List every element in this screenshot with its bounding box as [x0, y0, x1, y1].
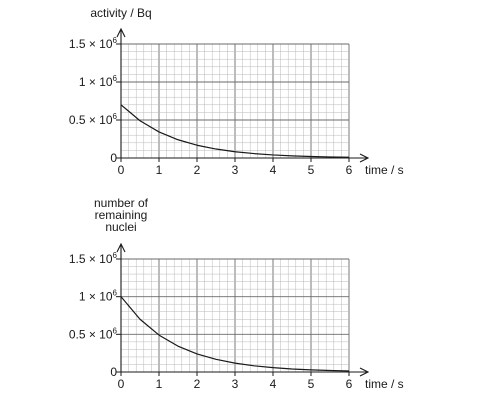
- x-tick-label: 5: [308, 163, 315, 177]
- y-tick-mantissa: 0.5 × 10: [69, 327, 113, 341]
- x-tick-label: 6: [346, 163, 353, 177]
- x-axis-label: time / s: [365, 163, 404, 177]
- x-axis-label: time / s: [365, 377, 404, 391]
- y-axis-label: number of: [94, 196, 149, 210]
- y-tick-mantissa: 0: [110, 151, 117, 165]
- x-axis-arrow: [359, 367, 370, 377]
- x-tick-label: 2: [194, 377, 201, 391]
- y-tick-mantissa: 1.5 × 10: [69, 252, 113, 266]
- x-tick-label: 1: [156, 377, 163, 391]
- y-axis-label: activity / Bq: [90, 6, 151, 20]
- y-tick-label: 1.5 × 106: [69, 251, 118, 266]
- x-axis-arrow: [359, 153, 370, 163]
- x-tick-label: 6: [346, 377, 353, 391]
- x-tick-label: 0: [118, 163, 125, 177]
- y-tick-label: 1 × 106: [79, 74, 118, 89]
- grid: [120, 258, 350, 373]
- y-tick-label: 0: [110, 151, 117, 165]
- x-tick-label: 0: [118, 377, 125, 391]
- y-tick-exponent: 6: [113, 36, 118, 45]
- x-tick-label: 4: [270, 377, 277, 391]
- y-tick-label: 0: [110, 365, 117, 379]
- x-tick-label: 3: [232, 377, 239, 391]
- decay-curve: [120, 296, 350, 372]
- y-axis-arrow: [116, 27, 126, 38]
- y-tick-label: 1 × 106: [79, 289, 118, 304]
- y-tick-exponent: 6: [113, 326, 118, 335]
- y-tick-exponent: 6: [113, 251, 118, 260]
- x-tick-label: 3: [232, 163, 239, 177]
- y-tick-mantissa: 1.5 × 10: [69, 37, 113, 51]
- y-tick-mantissa: 0.5 × 10: [69, 113, 113, 127]
- x-tick-label: 2: [194, 163, 201, 177]
- y-tick-exponent: 6: [113, 289, 118, 298]
- y-tick-mantissa: 1 × 10: [79, 290, 113, 304]
- x-tick-label: 4: [270, 163, 277, 177]
- x-tick-label: 1: [156, 163, 163, 177]
- decay-curve: [120, 104, 350, 158]
- grid: [120, 43, 350, 159]
- y-tick-exponent: 6: [113, 74, 118, 83]
- y-tick-label: 1.5 × 106: [69, 36, 118, 51]
- y-tick-label: 0.5 × 106: [69, 112, 118, 127]
- y-tick-mantissa: 1 × 10: [79, 75, 113, 89]
- y-tick-label: 0.5 × 106: [69, 326, 118, 341]
- y-axis-arrow: [116, 242, 126, 253]
- y-axis-label: remaining: [95, 208, 148, 222]
- y-tick-mantissa: 0: [110, 365, 117, 379]
- x-tick-label: 5: [308, 377, 315, 391]
- y-tick-exponent: 6: [113, 112, 118, 121]
- y-axis-label: nuclei: [105, 220, 136, 234]
